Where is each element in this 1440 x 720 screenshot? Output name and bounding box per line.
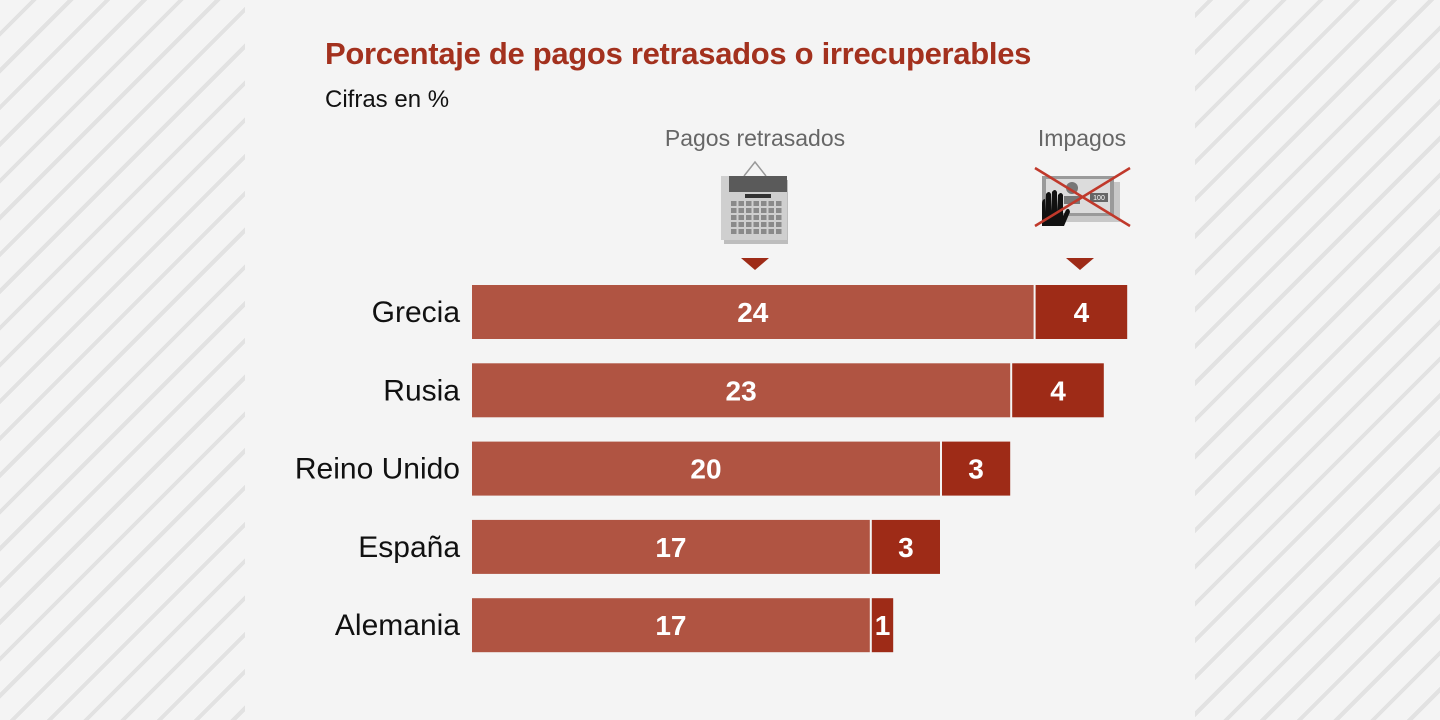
svg-text:100: 100 bbox=[1093, 195, 1105, 202]
chart-subtitle: Cifras en % bbox=[325, 86, 450, 113]
data-label-pagos-retrasados-alemania: 17 bbox=[655, 610, 686, 641]
bar-impagos-rusia bbox=[1012, 363, 1104, 418]
calendar-icon bbox=[721, 160, 788, 244]
data-label-pagos-retrasados-espana: 17 bbox=[655, 532, 686, 563]
data-label-impagos-grecia: 4 bbox=[1074, 297, 1090, 328]
data-label-impagos-espana: 3 bbox=[898, 532, 914, 563]
category-label-rusia: Rusia bbox=[383, 374, 460, 407]
bar-impagos-espana bbox=[871, 519, 940, 574]
data-label-impagos-alemania: 1 bbox=[875, 610, 891, 641]
bar-impagos-reino-unido bbox=[942, 441, 1011, 496]
legend-label-impagos: Impagos bbox=[1038, 125, 1126, 151]
legend-pointer-pagos-retrasados bbox=[741, 258, 769, 270]
bar-pagos-retrasados-alemania bbox=[472, 598, 870, 653]
data-label-pagos-retrasados-reino-unido: 20 bbox=[690, 454, 721, 485]
legend-pointer-impagos bbox=[1066, 258, 1094, 270]
category-label-espana: España bbox=[358, 531, 460, 564]
category-label-grecia: Grecia bbox=[372, 296, 461, 329]
crossed-out-banknote-icon: 100 bbox=[1034, 166, 1131, 228]
legend: Pagos retrasados Impagos 100 bbox=[665, 125, 1131, 270]
data-label-pagos-retrasados-grecia: 24 bbox=[737, 297, 769, 328]
data-label-pagos-retrasados-rusia: 23 bbox=[726, 375, 757, 406]
category-label-alemania: Alemania bbox=[335, 609, 460, 642]
bar-pagos-retrasados-reino-unido bbox=[472, 441, 940, 496]
legend-label-pagos-retrasados: Pagos retrasados bbox=[665, 125, 845, 151]
bar-pagos-retrasados-rusia bbox=[472, 363, 1011, 418]
bar-pagos-retrasados-espana bbox=[472, 519, 870, 574]
bar-impagos-grecia bbox=[1035, 285, 1128, 339]
chart-title: Porcentaje de pagos retrasados o irrecup… bbox=[325, 36, 1032, 71]
bar-impagos-alemania bbox=[871, 598, 894, 653]
category-label-reino-unido: Reino Unido bbox=[295, 453, 460, 486]
bar-pagos-retrasados-grecia bbox=[472, 285, 1034, 339]
data-label-impagos-rusia: 4 bbox=[1050, 375, 1066, 406]
data-label-impagos-reino-unido: 3 bbox=[968, 454, 984, 485]
